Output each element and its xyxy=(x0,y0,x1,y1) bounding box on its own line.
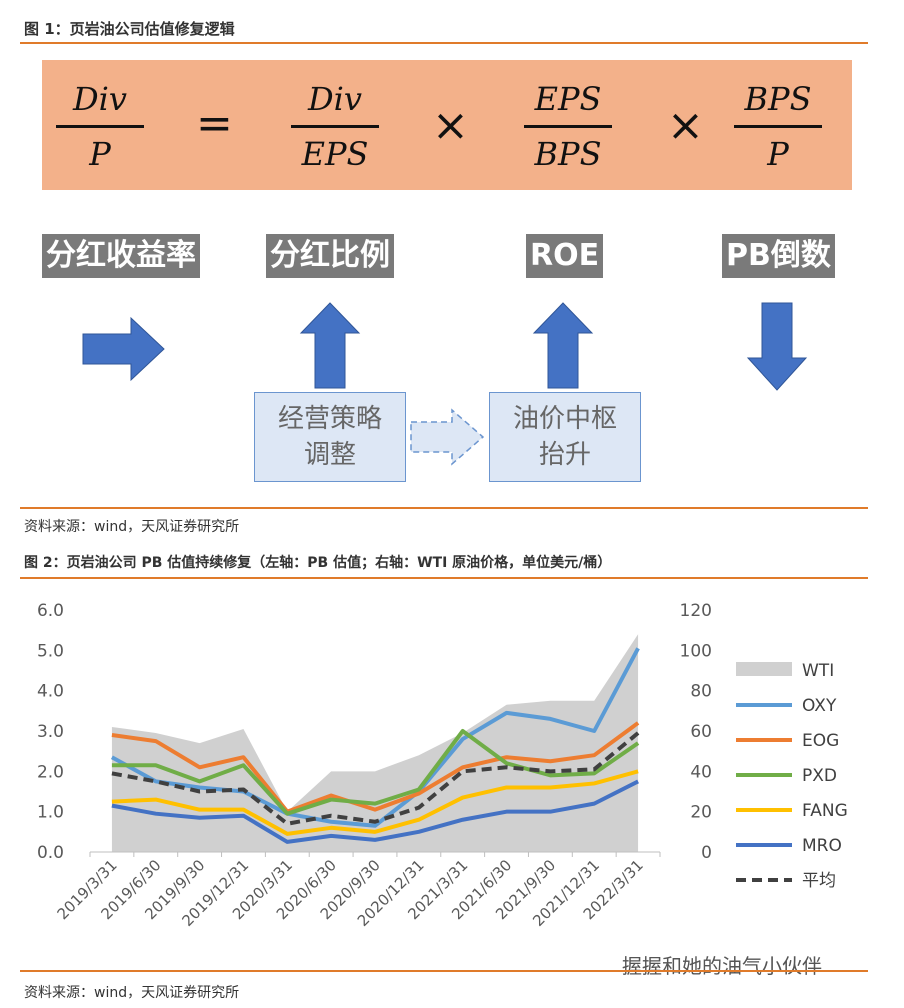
figure1-source: 资料来源：wind，天风证券研究所 xyxy=(24,519,240,535)
right-tick-label: 60 xyxy=(690,722,712,742)
right-tick-label: 80 xyxy=(690,682,712,702)
watermark: 握握和她的油气小伙伴 xyxy=(622,954,822,978)
arrow-dashed-right-icon xyxy=(410,408,485,466)
times-sign: × xyxy=(667,100,704,151)
left-tick-label: 2.0 xyxy=(37,762,64,782)
term-payout-ratio: 分红比例 xyxy=(266,234,394,278)
box-operating-strategy: 经营策略 调整 xyxy=(254,392,406,482)
figure1-bottom-rule xyxy=(20,507,868,509)
fraction-numerator: EPS xyxy=(534,80,602,118)
box-line: 抬升 xyxy=(538,440,591,470)
arrow-down-icon xyxy=(746,302,808,391)
term-dividend-yield: 分红收益率 xyxy=(42,234,200,278)
figure2-top-rule xyxy=(20,577,868,579)
fraction-div-over-eps: Div EPS xyxy=(285,77,385,176)
legend-label: WTI xyxy=(802,661,834,681)
series-area-wti xyxy=(111,634,639,852)
arrow-up-icon xyxy=(532,302,594,389)
figure1-title: 图 1：页岩油公司估值修复逻辑 xyxy=(24,20,235,38)
right-tick-label: 0 xyxy=(701,843,712,863)
pb-valuation-chart: 0.01.02.03.04.05.06.00204060801001202019… xyxy=(37,601,848,930)
legend-label: PXD xyxy=(802,766,837,786)
legend-label: MRO xyxy=(802,836,842,856)
box-line: 调整 xyxy=(303,440,356,470)
figure2-title: 图 2：页岩油公司 PB 估值持续修复（左轴：PB 估值；右轴：WTI 原油价格… xyxy=(24,555,612,571)
fraction-denominator: P xyxy=(89,135,111,173)
series-line-oxy xyxy=(110,647,640,828)
box-oil-price-center: 油价中枢 抬升 xyxy=(489,392,641,482)
legend-label: FANG xyxy=(802,801,848,821)
fraction-denominator: EPS xyxy=(301,135,369,173)
legend-label: 平均 xyxy=(802,871,836,891)
legend-label: OXY xyxy=(802,696,837,716)
left-tick-label: 1.0 xyxy=(37,803,64,823)
left-tick-label: 0.0 xyxy=(37,843,64,863)
legend-swatch xyxy=(736,662,792,676)
figure2-source: 资料来源：wind，天风证券研究所 xyxy=(24,985,240,1001)
series-line-平均 xyxy=(111,731,640,826)
left-tick-label: 5.0 xyxy=(37,641,64,661)
fraction-numerator: Div xyxy=(73,80,127,118)
left-tick-label: 6.0 xyxy=(37,601,64,621)
fraction-numerator: BPS xyxy=(744,80,812,118)
term-pb-inverse: PB倒数 xyxy=(722,234,835,278)
formula-banner xyxy=(42,60,852,190)
arrow-right-icon xyxy=(82,316,165,382)
series-line-pxd xyxy=(111,729,640,816)
fraction-eps-over-bps: EPS BPS xyxy=(518,77,618,176)
equals-sign: = xyxy=(196,98,233,149)
series-line-eog xyxy=(111,721,640,814)
right-tick-label: 120 xyxy=(680,601,712,621)
times-sign: × xyxy=(432,100,469,151)
fraction-denominator: BPS xyxy=(534,135,602,173)
fraction-bar xyxy=(734,125,822,128)
right-tick-label: 20 xyxy=(690,803,712,823)
legend-label: EOG xyxy=(802,731,839,751)
box-line: 经营策略 xyxy=(277,404,382,434)
right-tick-label: 100 xyxy=(680,641,712,661)
fraction-numerator: Div xyxy=(308,80,362,118)
box-line: 油价中枢 xyxy=(512,404,617,434)
arrow-up-icon xyxy=(299,302,361,389)
fraction-denominator: P xyxy=(767,135,789,173)
series-line-fang xyxy=(111,769,639,836)
fraction-bar xyxy=(524,125,612,128)
series-line-mro xyxy=(111,779,639,844)
figure2-bottom-rule xyxy=(20,970,868,972)
logic-arrows xyxy=(82,302,808,466)
term-roe: ROE xyxy=(526,234,604,278)
left-tick-label: 4.0 xyxy=(37,682,64,702)
left-tick-label: 3.0 xyxy=(37,722,64,742)
fraction-div-over-p: Div P xyxy=(50,77,150,176)
right-tick-label: 40 xyxy=(690,762,712,782)
fraction-bar xyxy=(291,125,379,128)
figure1-top-rule xyxy=(20,42,868,44)
fraction-bar xyxy=(56,125,144,128)
fraction-bps-over-p: BPS P xyxy=(728,77,828,176)
